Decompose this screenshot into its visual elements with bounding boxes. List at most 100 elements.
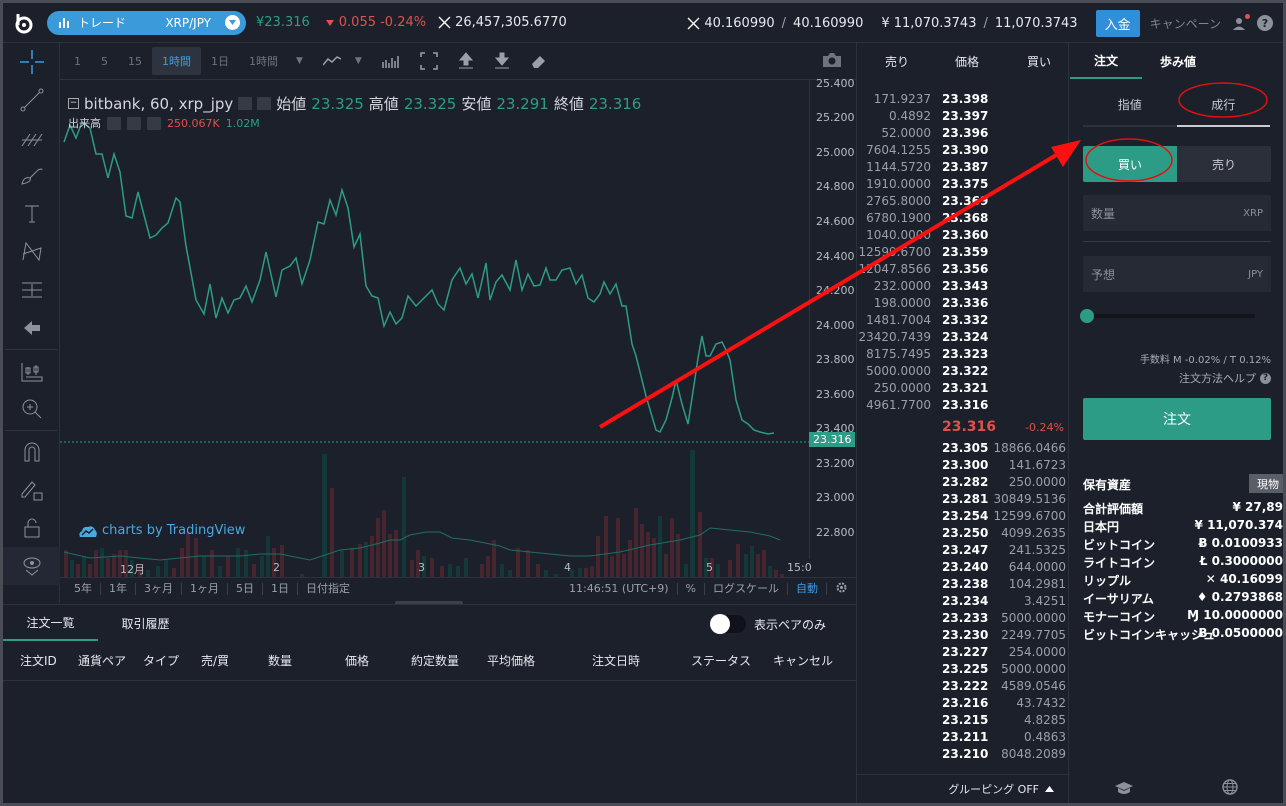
graduation-cap-icon[interactable] [1114, 780, 1133, 799]
eraser-button[interactable] [520, 47, 558, 75]
gear-icon[interactable] [127, 116, 141, 130]
ask-row[interactable]: 52.0000 23.396 [857, 126, 1070, 143]
ask-row[interactable]: 171.9237 23.398 [857, 92, 1070, 109]
auto-scale-toggle[interactable]: 自動 [788, 583, 827, 595]
estimate-input[interactable]: 予想 JPY [1083, 256, 1271, 292]
bid-row[interactable]: 23.305 18866.0466 [857, 441, 1070, 458]
ask-row[interactable]: 232.0000 23.343 [857, 279, 1070, 296]
bid-row[interactable]: 23.216 43.7432 [857, 696, 1070, 713]
zoom-in-tool[interactable] [3, 390, 60, 428]
eye-icon[interactable] [107, 116, 121, 130]
bitbank-logo[interactable] [13, 12, 35, 34]
chart-type-select[interactable]: ▼ [313, 47, 372, 75]
brush-tool[interactable] [3, 157, 60, 195]
bid-row[interactable]: 23.211 0.4863 [857, 730, 1070, 747]
buy-button[interactable]: 買い [1083, 146, 1177, 182]
ask-row[interactable]: 8175.7495 23.323 [857, 347, 1070, 364]
grouping-toggle[interactable]: グルーピング OFF [857, 774, 1070, 803]
price-axis[interactable]: 25.400 25.200 25.000 24.800 24.600 24.40… [809, 77, 856, 559]
bid-row[interactable]: 23.222 4589.0546 [857, 679, 1070, 696]
range-1m[interactable]: 1ヶ月 [182, 582, 228, 595]
pattern-tool[interactable] [3, 233, 60, 271]
bid-row[interactable]: 23.234 3.4251 [857, 594, 1070, 611]
globe-icon[interactable] [1222, 779, 1238, 799]
time-axis[interactable]: 12月 2 3 4 5 15:0 [60, 559, 812, 577]
tab-open-orders[interactable]: 注文一覧 [3, 605, 98, 641]
log-scale-toggle[interactable]: ログスケール [705, 583, 788, 595]
bid-row[interactable]: 23.254 12599.6700 [857, 509, 1070, 526]
user-icon[interactable] [1233, 14, 1250, 30]
ask-row[interactable]: 12599.6700 23.359 [857, 245, 1070, 262]
gear-icon[interactable] [257, 97, 272, 110]
order-help-link[interactable]: 注文方法ヘルプ ? [1179, 370, 1271, 386]
bid-row[interactable]: 23.247 241.5325 [857, 543, 1070, 560]
range-custom-date[interactable]: 日付指定 [306, 581, 350, 595]
pitchfork-tool[interactable] [3, 119, 60, 157]
eye-icon[interactable] [238, 97, 253, 110]
bid-row[interactable]: 23.240 644.0000 [857, 560, 1070, 577]
quantity-input[interactable]: 数量 XRP [1083, 195, 1271, 231]
ask-row[interactable]: 2765.8000 23.369 [857, 194, 1070, 211]
ask-row[interactable]: 7604.1255 23.390 [857, 143, 1070, 160]
tab-market[interactable]: 成行 [1176, 83, 1270, 127]
download-button[interactable] [484, 47, 520, 75]
help-icon[interactable]: ? [1257, 15, 1273, 31]
tab-order[interactable]: 注文 [1070, 43, 1142, 79]
range-1d[interactable]: 1日 [263, 582, 298, 595]
lock-drawing-tool[interactable] [3, 471, 60, 509]
percent-toggle[interactable]: % [678, 583, 705, 595]
ask-row[interactable]: 1910.0000 23.375 [857, 177, 1070, 194]
tab-trades[interactable]: 歩み値 [1159, 54, 1196, 69]
text-tool[interactable] [3, 195, 60, 233]
ask-row[interactable]: 250.0000 23.321 [857, 381, 1070, 398]
tab-trade-history[interactable]: 取引履歴 [121, 616, 170, 631]
bid-row[interactable]: 23.233 5000.0000 [857, 611, 1070, 628]
trendline-tool[interactable] [3, 81, 60, 119]
pair-selector[interactable]: トレード XRP/JPY [47, 10, 246, 35]
campaign-link[interactable]: キャンペーン [1149, 16, 1221, 31]
ask-row[interactable]: 4961.7700 23.316 [857, 398, 1070, 415]
range-3m[interactable]: 3ヶ月 [136, 582, 182, 595]
upload-button[interactable] [448, 47, 484, 75]
indicators-button[interactable] [372, 47, 410, 75]
spot-badge[interactable]: 現物 [1249, 474, 1283, 493]
bid-row[interactable]: 23.281 30849.5136 [857, 492, 1070, 509]
tradingview-watermark[interactable]: charts by TradingView [78, 523, 245, 538]
ask-row[interactable]: 0.4892 23.397 [857, 109, 1070, 126]
collapse-icon[interactable]: − [68, 98, 79, 109]
bid-row[interactable]: 23.238 104.2981 [857, 577, 1070, 594]
range-5d[interactable]: 5日 [228, 582, 263, 595]
ask-row[interactable]: 1040.0000 23.360 [857, 228, 1070, 245]
ask-row[interactable]: 1481.7004 23.332 [857, 313, 1070, 330]
visibility-tool[interactable] [3, 547, 60, 585]
interval-select[interactable]: 1時間 ▼ [239, 47, 313, 75]
bid-row[interactable]: 23.230 2249.7705 [857, 628, 1070, 645]
bid-row[interactable]: 23.215 4.8285 [857, 713, 1070, 730]
ask-row[interactable]: 6780.1900 23.368 [857, 211, 1070, 228]
ask-row[interactable]: 1144.5720 23.387 [857, 160, 1070, 177]
interval-1h[interactable]: 1時間 [152, 47, 201, 75]
interval-5[interactable]: 5 [101, 54, 108, 68]
slider-handle[interactable] [1080, 309, 1094, 323]
pair-only-toggle[interactable] [710, 614, 746, 634]
bid-row[interactable]: 23.300 141.6723 [857, 458, 1070, 475]
interval-15[interactable]: 15 [128, 54, 142, 68]
price-chart[interactable] [60, 79, 856, 597]
back-tool[interactable] [3, 309, 60, 347]
ask-row[interactable]: 198.0000 23.336 [857, 296, 1070, 313]
chart-settings-button[interactable] [827, 581, 856, 597]
bid-row[interactable]: 23.250 4099.2635 [857, 526, 1070, 543]
range-5y[interactable]: 5年 [60, 582, 101, 595]
ask-row[interactable]: 12047.8566 23.356 [857, 262, 1070, 279]
lock-tool[interactable] [3, 509, 60, 547]
magnet-tool[interactable] [3, 433, 60, 471]
ask-row[interactable]: 23420.7439 23.324 [857, 330, 1070, 347]
crosshair-tool[interactable] [3, 43, 60, 81]
interval-1[interactable]: 1 [74, 54, 81, 68]
fullscreen-button[interactable] [410, 47, 448, 75]
bid-row[interactable]: 23.225 5000.0000 [857, 662, 1070, 679]
sell-button[interactable]: 売り [1177, 146, 1271, 182]
fib-tool[interactable] [3, 271, 60, 309]
tab-limit[interactable]: 指値 [1083, 83, 1177, 127]
close-icon[interactable] [147, 116, 161, 130]
